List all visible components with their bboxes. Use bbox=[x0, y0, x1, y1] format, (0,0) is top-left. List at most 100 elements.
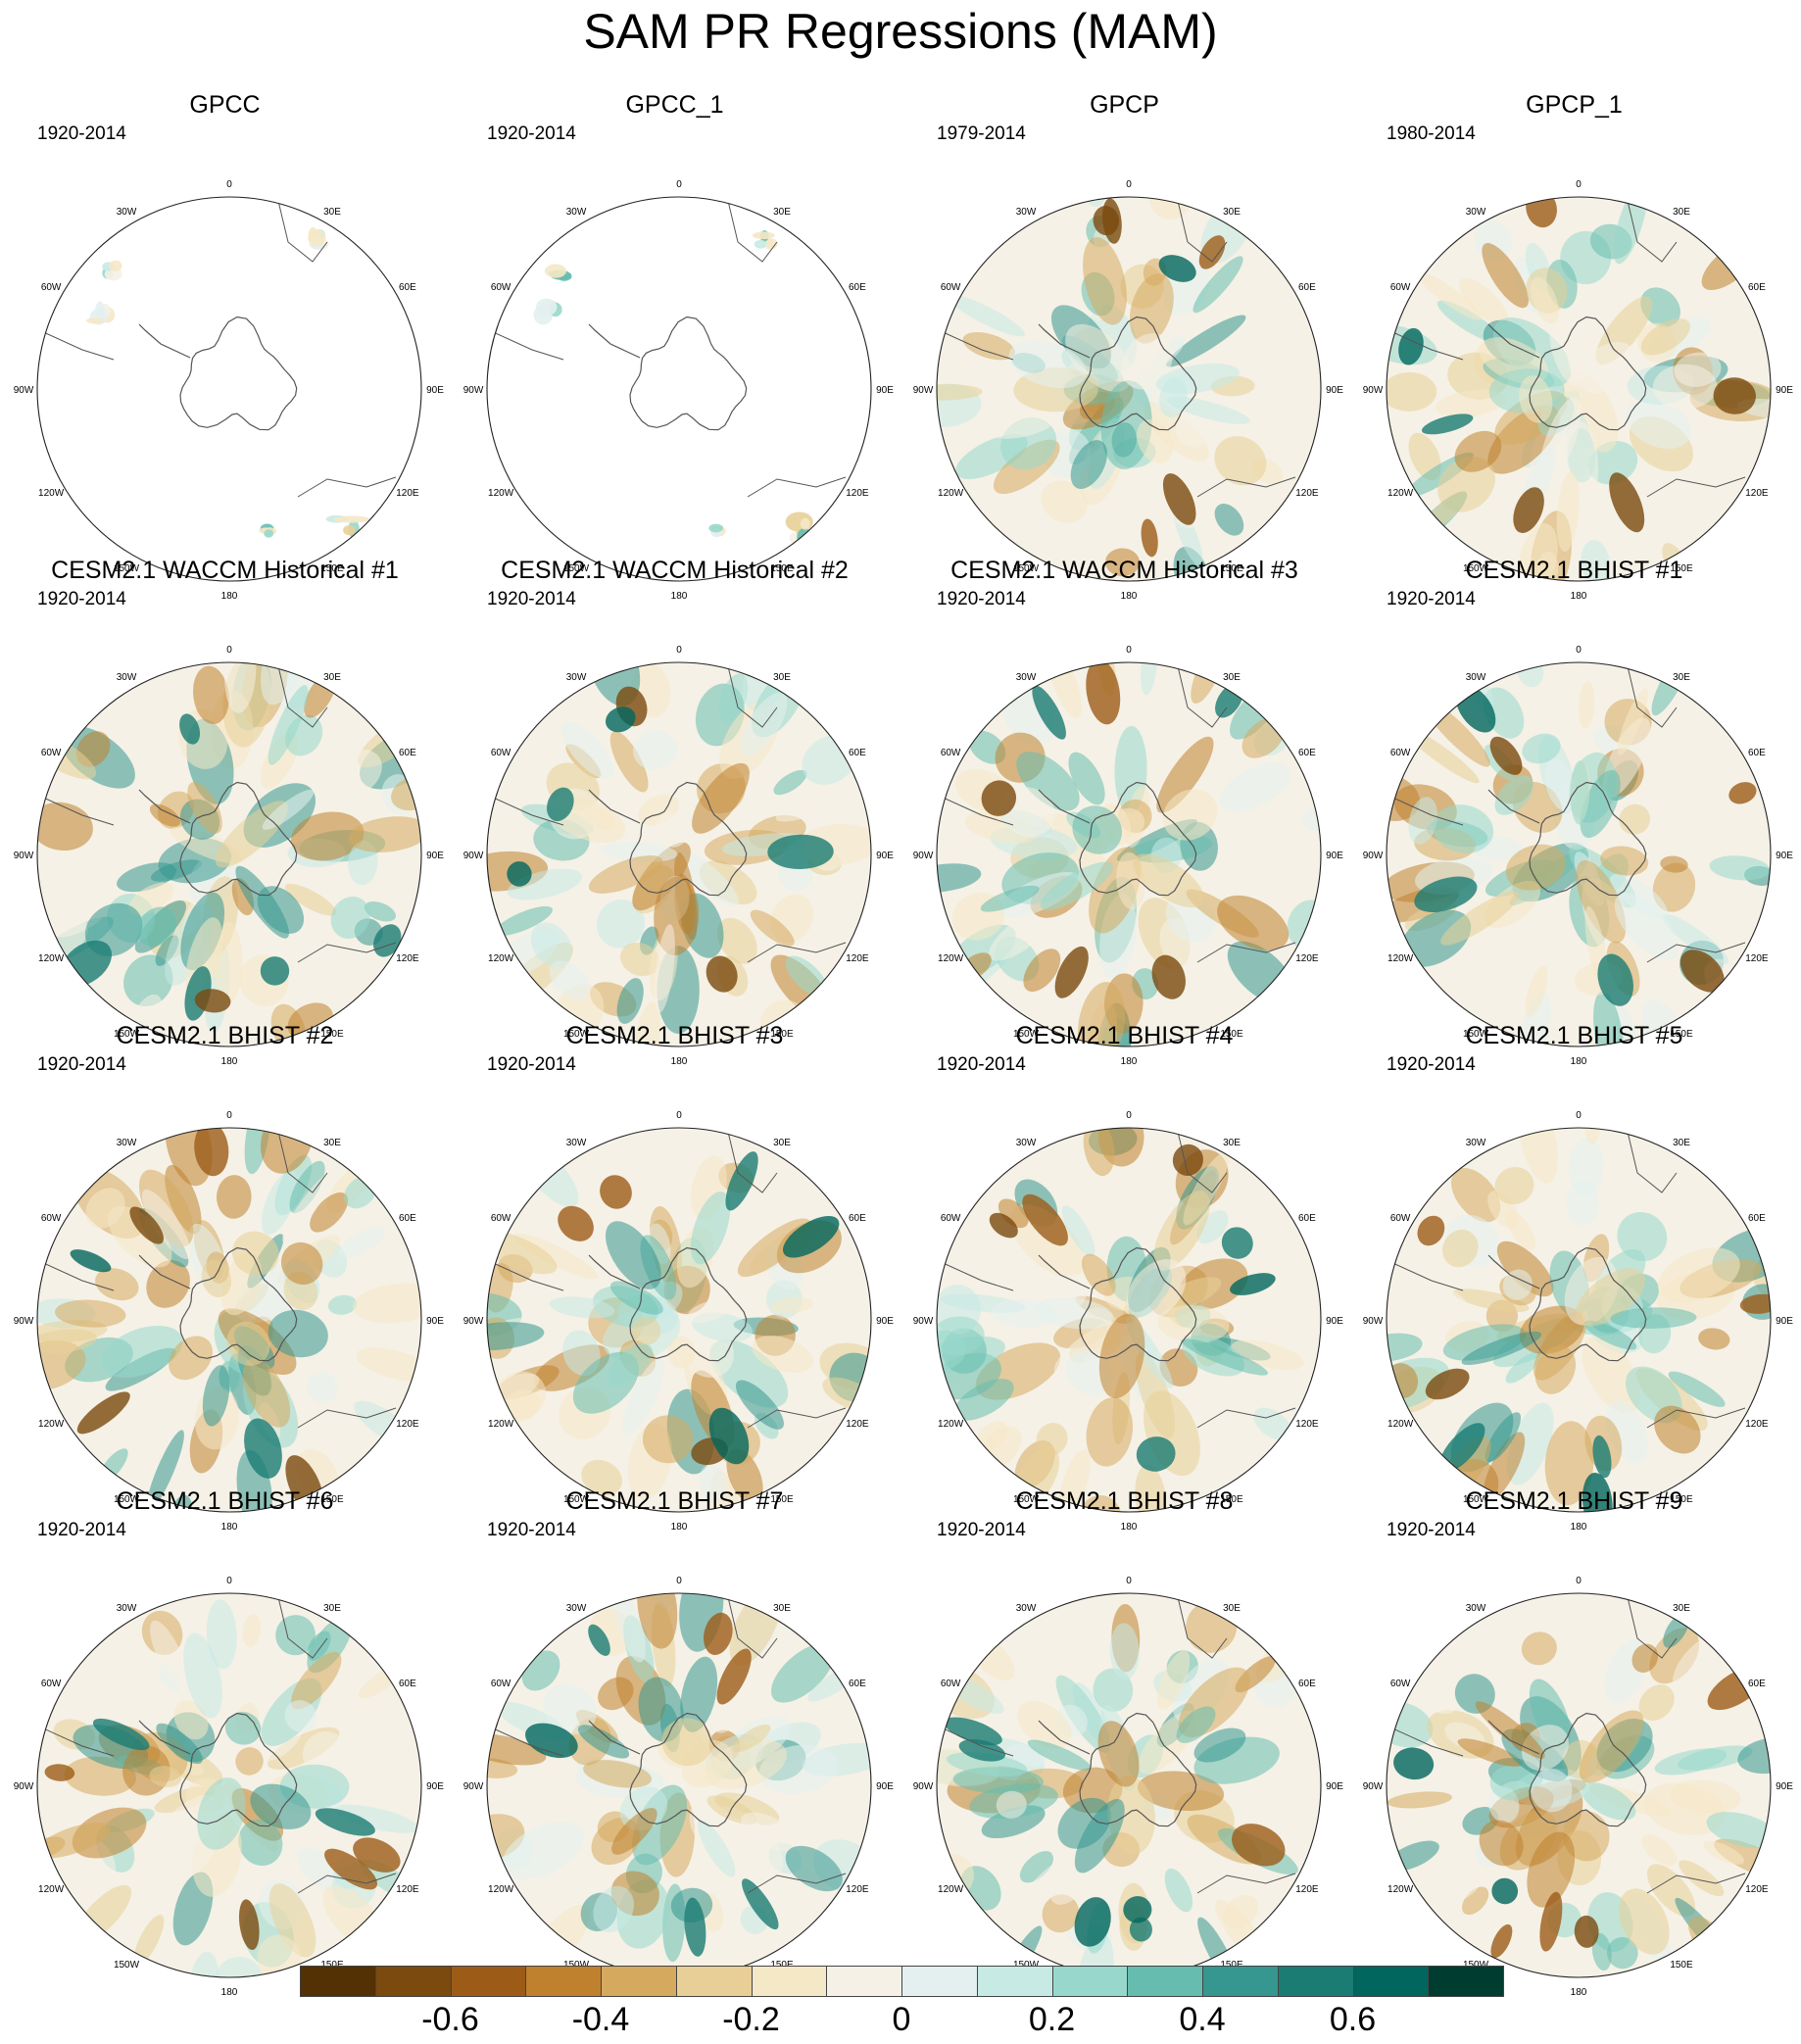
longitude-label: 30E bbox=[323, 672, 341, 683]
panel-title: CESM2.1 WACCM Historical #2 bbox=[501, 557, 849, 584]
polar-map: 0 30E 60E 90E 120E 150E 180 150W 120W 90W 60W 30W bbox=[14, 1110, 445, 1533]
longitude-label: 0 bbox=[1126, 1576, 1132, 1586]
longitude-label: 0 bbox=[1576, 1576, 1582, 1586]
colorbar-tick-label: 0.4 bbox=[1179, 2001, 1226, 2038]
longitude-label: 90E bbox=[426, 1781, 444, 1792]
panel-title: GPCC_1 bbox=[625, 91, 724, 119]
longitude-label: 30E bbox=[1673, 672, 1690, 683]
longitude-label: 60W bbox=[941, 1213, 961, 1224]
panel-period: 1920-2014 bbox=[937, 1054, 1026, 1075]
precip-field bbox=[937, 662, 1321, 1046]
panel-period: 1920-2014 bbox=[1387, 589, 1476, 609]
longitude-label: 120E bbox=[846, 953, 869, 964]
longitude-label: 150W bbox=[563, 1029, 590, 1040]
precip-field bbox=[1387, 662, 1771, 1046]
longitude-label: 90E bbox=[1776, 385, 1793, 396]
colorbar-box bbox=[1352, 1966, 1430, 1997]
antarctica-coastline bbox=[588, 316, 748, 431]
longitude-label: 30E bbox=[1223, 1603, 1241, 1614]
panel-title: CESM2.1 BHIST #8 bbox=[1015, 1487, 1234, 1515]
longitude-label: 150E bbox=[770, 1960, 794, 1971]
longitude-label: 180 bbox=[1571, 1522, 1587, 1533]
longitude-label: 90W bbox=[913, 385, 934, 396]
longitude-label: 90E bbox=[1776, 1781, 1793, 1792]
longitude-label: 30E bbox=[1673, 1138, 1690, 1148]
longitude-label: 180 bbox=[221, 1056, 238, 1067]
longitude-label: 90W bbox=[14, 1781, 34, 1792]
longitude-label: 150E bbox=[1670, 1960, 1693, 1971]
longitude-label: 120W bbox=[488, 1419, 514, 1430]
south-america-coastline bbox=[37, 1255, 115, 1291]
antarctica-coastline bbox=[1487, 1246, 1647, 1362]
longitude-label: 90W bbox=[913, 1781, 934, 1792]
longitude-label: 90E bbox=[1326, 1316, 1343, 1327]
longitude-label: 90E bbox=[1326, 1781, 1343, 1792]
longitude-label: 0 bbox=[1126, 179, 1132, 190]
antarctica-coastline bbox=[138, 1712, 298, 1827]
longitude-label: 90E bbox=[876, 1781, 894, 1792]
longitude-label: 60W bbox=[491, 1213, 511, 1224]
south-america-coastline bbox=[937, 1255, 1014, 1291]
antarctica-coastline bbox=[588, 1246, 748, 1362]
longitude-label: 120E bbox=[1295, 1884, 1319, 1895]
map-panel: CESM2.1 BHIST #7 1920-2014 0 30E 60E 90E 120E 1… bbox=[450, 1486, 900, 1998]
colorbar-box bbox=[751, 1966, 828, 1997]
longitude-label: 0 bbox=[1126, 645, 1132, 656]
longitude-label: 150E bbox=[320, 1960, 344, 1971]
longitude-label: 90E bbox=[426, 851, 444, 861]
panel-period: 1920-2014 bbox=[487, 123, 576, 144]
map-panel: CESM2.1 BHIST #1 1920-2014 0 30E 60E 90E 120E 1… bbox=[1349, 556, 1799, 1067]
longitude-label: 120W bbox=[1387, 488, 1414, 499]
south-america-coastline bbox=[937, 790, 1014, 826]
longitude-label: 180 bbox=[671, 591, 688, 602]
australia-coastline bbox=[1646, 476, 1746, 498]
map-panel: CESM2.1 BHIST #4 1920-2014 0 30E 60E 90E 120E 1… bbox=[900, 1021, 1349, 1533]
antarctica-coastline bbox=[1038, 1712, 1197, 1827]
africa-coastline bbox=[277, 200, 328, 263]
longitude-label: 30E bbox=[1673, 207, 1690, 218]
longitude-label: 90W bbox=[463, 851, 484, 861]
map-border bbox=[36, 1592, 422, 1978]
longitude-label: 60E bbox=[1748, 1679, 1766, 1689]
antarctica-coastline bbox=[1487, 316, 1647, 431]
longitude-label: 120E bbox=[1745, 1884, 1769, 1895]
longitude-label: 150W bbox=[563, 1494, 590, 1505]
longitude-label: 30E bbox=[1223, 1138, 1241, 1148]
longitude-label: 60W bbox=[41, 1213, 62, 1224]
longitude-label: 30W bbox=[117, 672, 137, 683]
south-america-coastline bbox=[1387, 1255, 1464, 1291]
polar-map: 0 30E 60E 90E 120E 150E 180 150W 120W 90W 60W 30W bbox=[14, 179, 445, 602]
map-border bbox=[936, 661, 1322, 1047]
longitude-label: 120E bbox=[1295, 953, 1319, 964]
longitude-label: 150E bbox=[1670, 1029, 1693, 1040]
polar-map: 0 30E 60E 90E 120E 150E 180 150W 120W 90W 60W 30W bbox=[14, 1576, 445, 1998]
longitude-label: 60E bbox=[399, 282, 416, 293]
colorbar-box bbox=[1127, 1966, 1204, 1997]
panel-period: 1980-2014 bbox=[1387, 123, 1476, 144]
longitude-label: 150W bbox=[1013, 1029, 1040, 1040]
australia-coastline bbox=[297, 1873, 397, 1894]
longitude-label: 180 bbox=[221, 591, 238, 602]
longitude-label: 30W bbox=[566, 1138, 587, 1148]
longitude-label: 180 bbox=[671, 1056, 688, 1067]
panel-period: 1920-2014 bbox=[487, 1054, 576, 1075]
antarctica-coastline bbox=[138, 781, 298, 897]
longitude-label: 120E bbox=[846, 488, 869, 499]
longitude-label: 60E bbox=[1298, 1213, 1316, 1224]
panel-period: 1920-2014 bbox=[487, 1520, 576, 1540]
polar-map: 0 30E 60E 90E 120E 150E 180 150W 120W 90W 60W 30W bbox=[1363, 179, 1794, 602]
map-panel: CESM2.1 BHIST #9 1920-2014 0 30E 60E 90E 120E 1… bbox=[1349, 1486, 1799, 1998]
longitude-label: 30E bbox=[323, 207, 341, 218]
longitude-label: 60E bbox=[849, 282, 866, 293]
longitude-label: 0 bbox=[676, 179, 682, 190]
colorbar-box bbox=[1051, 1966, 1129, 1997]
panel-period: 1920-2014 bbox=[937, 589, 1026, 609]
africa-coastline bbox=[1177, 665, 1228, 728]
longitude-label: 120W bbox=[488, 1884, 514, 1895]
panel-period: 1920-2014 bbox=[937, 1520, 1026, 1540]
colorbar-tick-label: -0.4 bbox=[571, 2001, 630, 2038]
longitude-label: 120W bbox=[38, 1884, 65, 1895]
colorbar-tick-label: 0.2 bbox=[1028, 2001, 1076, 2038]
longitude-label: 90W bbox=[14, 1316, 34, 1327]
panel-title: GPCP bbox=[1090, 91, 1159, 119]
